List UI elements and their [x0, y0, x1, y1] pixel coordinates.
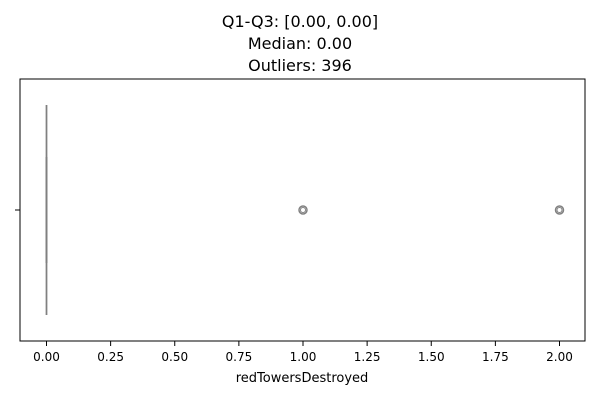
x-axis-ticks: 0.00 0.25 0.50 0.75 1.00 1.25 1.50 1.75 2.00 [33, 341, 573, 364]
outlier-point-inner [300, 207, 306, 213]
x-tick-label: 0.75 [226, 350, 253, 364]
plot-area-frame [19, 78, 586, 342]
x-tick-label: 0.00 [33, 350, 60, 364]
chart-title-line-2: Median: 0.00 [247, 34, 353, 53]
x-tick-label: 0.25 [97, 350, 124, 364]
outlier-point [554, 205, 565, 215]
x-tick-label: 0.50 [161, 350, 188, 364]
outlier-point [298, 205, 308, 215]
x-tick-label: 1.50 [418, 350, 445, 364]
x-tick-label: 1.00 [290, 350, 317, 364]
x-tick-label: 2.00 [546, 350, 573, 364]
x-tick-label: 1.75 [482, 350, 509, 364]
x-tick-label: 1.25 [354, 350, 381, 364]
chart-title-line-3: Outliers: 396 [248, 56, 352, 75]
outlier-point-inner [556, 207, 563, 213]
chart-title-line-1: Q1-Q3: [0.00, 0.00] [221, 12, 379, 31]
x-axis-label: redTowersDestroyed [236, 371, 369, 386]
outlier-points [298, 205, 565, 215]
